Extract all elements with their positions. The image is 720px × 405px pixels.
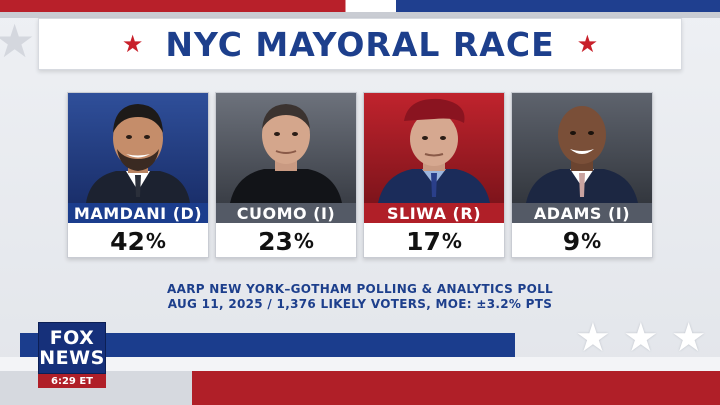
candidate-percent: 23% xyxy=(216,224,356,258)
poll-source: AARP NEW YORK–GOTHAM POLLING & ANALYTICS… xyxy=(120,282,600,312)
candidate-card-mamdani: MAMDANI (D) 42% xyxy=(67,92,209,258)
top-stripe xyxy=(0,0,720,12)
lower-third-red-bar xyxy=(192,371,720,405)
logo-line-2: NEWS xyxy=(39,347,105,369)
candidate-name: CUOMO (I) xyxy=(216,203,356,223)
candidate-card-adams: ADAMS (I) 9% xyxy=(511,92,653,258)
candidate-card-cuomo: CUOMO (I) 23% xyxy=(215,92,357,258)
candidate-photo xyxy=(216,93,356,203)
source-line-1: AARP NEW YORK–GOTHAM POLLING & ANALYTICS… xyxy=(167,282,553,296)
percent-sign: % xyxy=(293,229,314,253)
candidate-percent: 9% xyxy=(512,224,652,258)
candidate-photo xyxy=(364,93,504,203)
top-stripe-shadow xyxy=(0,12,720,18)
candidate-name: ADAMS (I) xyxy=(512,203,652,223)
percent-value: 42 xyxy=(110,226,145,256)
corner-star-icon: ★ xyxy=(0,14,36,68)
candidate-photo xyxy=(68,93,208,203)
percent-value: 9 xyxy=(562,226,581,256)
bottom-stars: ★ ★ ★ xyxy=(575,318,720,362)
fox-news-logo: FOX NEWS xyxy=(38,322,106,374)
star-icon: ★ xyxy=(575,315,611,361)
candidate-name: SLIWA (R) xyxy=(364,203,504,223)
source-line-2: AUG 11, 2025 / 1,376 LIKELY VOTERS, MOE:… xyxy=(167,297,553,311)
star-icon: ★ xyxy=(670,315,707,361)
candidate-card-sliwa: SLIWA (R) 17% xyxy=(363,92,505,258)
percent-sign: % xyxy=(441,229,462,253)
title-banner: ★ NYC MAYORAL RACE ★ xyxy=(38,18,682,70)
star-icon: ★ xyxy=(622,315,659,361)
percent-value: 17 xyxy=(406,226,441,256)
candidate-photo xyxy=(512,93,652,203)
page-title: NYC MAYORAL RACE xyxy=(165,24,555,64)
candidate-name: MAMDANI (D) xyxy=(68,203,208,223)
candidate-percent: 17% xyxy=(364,224,504,258)
star-right-icon: ★ xyxy=(576,30,599,58)
broadcast-time: 6:29 ET xyxy=(38,374,106,388)
percent-sign: % xyxy=(145,229,166,253)
logo-line-1: FOX xyxy=(49,327,95,349)
candidate-cards: MAMDANI (D) 42% xyxy=(67,92,653,258)
lower-third-white-bar xyxy=(0,357,720,371)
percent-value: 23 xyxy=(258,226,293,256)
percent-sign: % xyxy=(581,229,602,253)
star-left-icon: ★ xyxy=(121,30,144,58)
candidate-percent: 42% xyxy=(68,224,208,258)
